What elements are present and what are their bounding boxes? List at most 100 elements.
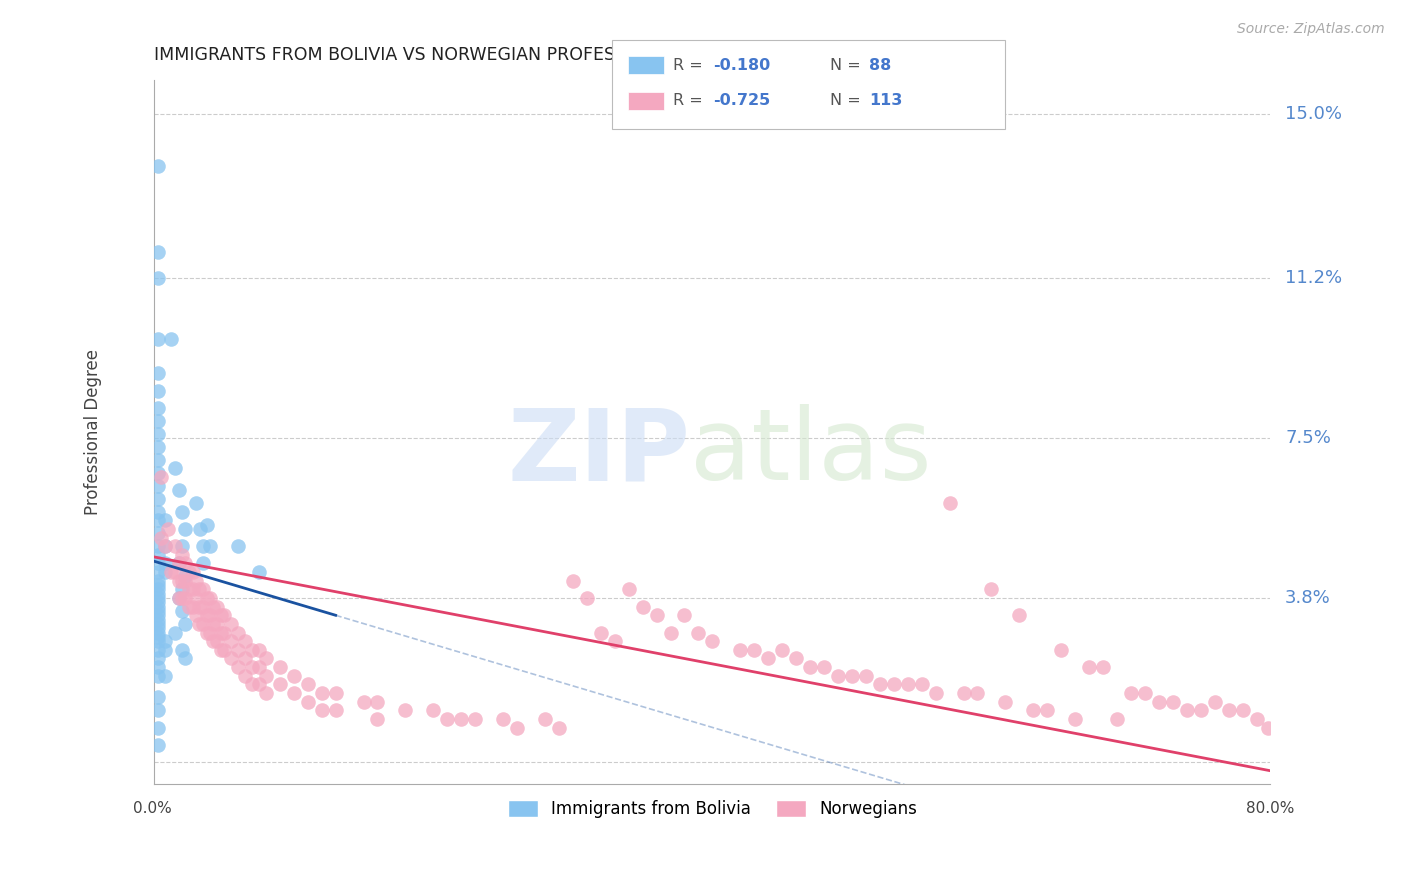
Point xyxy=(169,591,191,605)
Point xyxy=(191,582,214,597)
Point xyxy=(195,591,218,605)
Point xyxy=(1147,695,1170,709)
Point xyxy=(1078,660,1101,674)
Point xyxy=(603,634,626,648)
Point xyxy=(169,557,191,571)
Point xyxy=(1064,712,1087,726)
Point xyxy=(148,599,170,614)
Point xyxy=(201,599,224,614)
Point xyxy=(169,483,191,497)
Point xyxy=(534,712,557,726)
Point xyxy=(233,669,256,683)
Point xyxy=(148,452,170,467)
Point xyxy=(799,660,821,674)
Point xyxy=(155,643,177,657)
Point xyxy=(181,582,204,597)
Point xyxy=(188,522,211,536)
Point xyxy=(212,625,235,640)
Point xyxy=(966,686,988,700)
Point xyxy=(148,604,170,618)
Point xyxy=(148,426,170,441)
Point xyxy=(436,712,458,726)
Point xyxy=(148,578,170,592)
Text: R =: R = xyxy=(673,58,709,72)
Text: 88: 88 xyxy=(869,58,891,72)
Point xyxy=(673,608,696,623)
Point xyxy=(394,703,416,717)
Point xyxy=(195,608,218,623)
Text: R =: R = xyxy=(673,94,709,108)
Point xyxy=(148,591,170,605)
Point xyxy=(742,643,765,657)
Point xyxy=(165,565,187,579)
Point xyxy=(205,634,228,648)
Point xyxy=(226,625,249,640)
Point xyxy=(589,625,612,640)
Point xyxy=(174,651,197,665)
Text: Professional Degree: Professional Degree xyxy=(84,349,101,515)
Point xyxy=(148,384,170,398)
Text: 15.0%: 15.0% xyxy=(1285,105,1341,123)
Point xyxy=(297,695,319,709)
Point xyxy=(311,703,333,717)
Point xyxy=(254,651,277,665)
Point xyxy=(155,565,177,579)
Point xyxy=(1022,703,1045,717)
Point xyxy=(240,643,263,657)
Point xyxy=(172,582,194,597)
Point xyxy=(160,332,183,346)
Point xyxy=(353,695,375,709)
Point xyxy=(184,591,207,605)
Point xyxy=(1133,686,1156,700)
Point xyxy=(366,712,388,726)
Text: 7.5%: 7.5% xyxy=(1285,429,1331,447)
Point xyxy=(198,608,221,623)
Point xyxy=(1232,703,1254,717)
Point xyxy=(561,574,583,588)
Point xyxy=(148,621,170,635)
Point xyxy=(645,608,668,623)
Point xyxy=(191,557,214,571)
Point xyxy=(148,271,170,285)
Point xyxy=(283,686,305,700)
Point xyxy=(174,574,197,588)
Point xyxy=(311,686,333,700)
Point xyxy=(730,643,752,657)
Text: N =: N = xyxy=(830,94,866,108)
Point xyxy=(191,599,214,614)
Text: ZIP: ZIP xyxy=(508,404,690,501)
Point xyxy=(205,616,228,631)
Point xyxy=(506,721,529,735)
Point xyxy=(174,569,197,583)
Point xyxy=(172,643,194,657)
Point xyxy=(209,643,232,657)
Point xyxy=(191,539,214,553)
Point xyxy=(226,643,249,657)
Point xyxy=(209,608,232,623)
Point xyxy=(155,557,177,571)
Point xyxy=(254,686,277,700)
Point xyxy=(148,630,170,644)
Point xyxy=(247,643,270,657)
Point xyxy=(148,414,170,428)
Point xyxy=(160,565,183,579)
Point xyxy=(688,625,710,640)
Point xyxy=(547,721,569,735)
Point xyxy=(172,505,194,519)
Point xyxy=(219,616,242,631)
Point xyxy=(155,539,177,553)
Point xyxy=(148,367,170,381)
Point xyxy=(198,625,221,640)
Text: -0.180: -0.180 xyxy=(713,58,770,72)
Point xyxy=(994,695,1017,709)
Point xyxy=(631,599,654,614)
Point xyxy=(172,604,194,618)
Point xyxy=(201,634,224,648)
Point xyxy=(827,669,849,683)
Point xyxy=(148,721,170,735)
Point xyxy=(575,591,598,605)
Point xyxy=(172,548,194,562)
Point xyxy=(205,599,228,614)
Point xyxy=(187,582,209,597)
Point xyxy=(191,616,214,631)
